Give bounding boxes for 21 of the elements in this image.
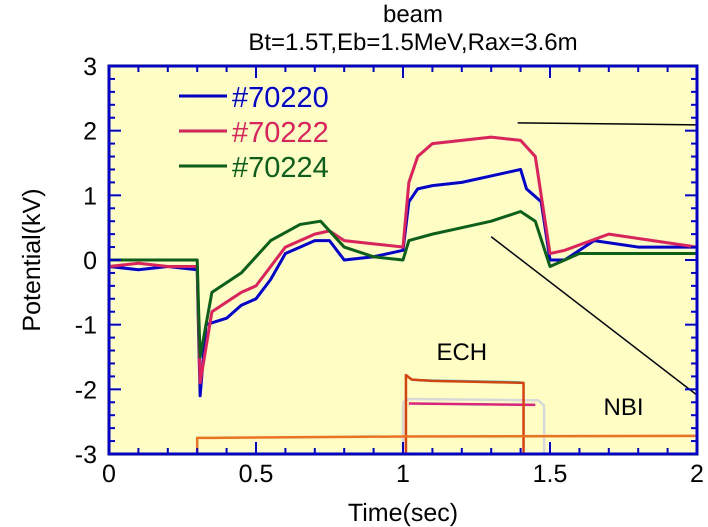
series-label: NBI bbox=[603, 394, 644, 422]
chart-title: beam bbox=[382, 1, 444, 28]
x-axis-title: Time(sec) bbox=[348, 499, 458, 527]
x-tick-label: 0.5 bbox=[238, 460, 274, 488]
series-label: ECH bbox=[436, 339, 488, 366]
y-axis-title: Potential(kV) bbox=[18, 188, 46, 332]
legend-label: #70220 bbox=[232, 82, 329, 114]
y-tick-label: 2 bbox=[83, 118, 97, 146]
legend-label: #70224 bbox=[232, 152, 329, 184]
y-tick-label: -2 bbox=[74, 376, 97, 404]
y-tick-label: 0 bbox=[83, 247, 97, 275]
chart-subtitle: Bt=1.5T,Eb=1.5MeV,Rax=3.6m bbox=[248, 29, 578, 56]
legend-label: #70222 bbox=[232, 117, 329, 149]
y-tick-label: 1 bbox=[83, 182, 97, 210]
y-tick-label: -1 bbox=[74, 312, 97, 340]
x-tick-label: 1 bbox=[396, 460, 410, 488]
y-tick-label: -3 bbox=[74, 441, 97, 469]
x-tick-label: 0 bbox=[102, 460, 116, 488]
y-tick-label: 3 bbox=[83, 53, 97, 81]
x-tick-label: 1.5 bbox=[532, 460, 568, 488]
x-tick-label: 2 bbox=[690, 460, 704, 488]
